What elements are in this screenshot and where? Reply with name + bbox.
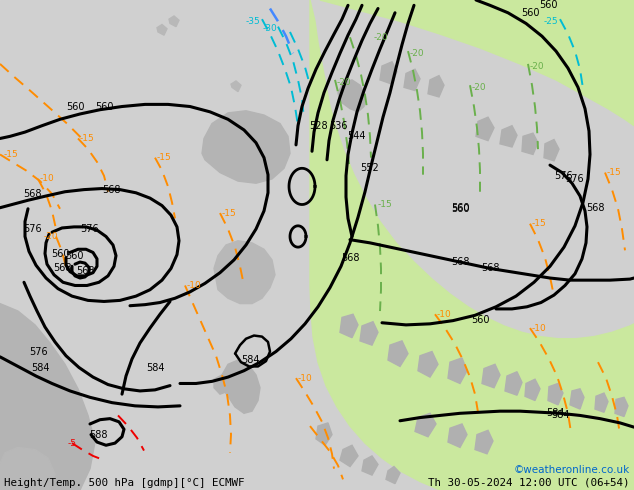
Text: -15: -15: [4, 150, 19, 159]
Polygon shape: [404, 69, 420, 91]
Polygon shape: [522, 133, 538, 154]
Text: -20: -20: [472, 83, 487, 92]
Polygon shape: [214, 241, 275, 304]
Text: -25: -25: [543, 17, 558, 26]
Text: 568: 568: [23, 189, 41, 199]
Text: -15: -15: [222, 209, 236, 218]
Polygon shape: [214, 375, 228, 394]
Polygon shape: [169, 16, 179, 26]
Text: -20: -20: [44, 232, 58, 241]
Text: 576: 576: [80, 224, 99, 234]
Text: 560: 560: [66, 101, 84, 112]
Text: -20: -20: [337, 77, 352, 87]
Polygon shape: [0, 447, 55, 490]
Text: -15: -15: [157, 153, 172, 162]
Polygon shape: [340, 445, 358, 466]
Text: -35: -35: [245, 17, 260, 26]
Polygon shape: [222, 360, 260, 413]
Text: 536: 536: [329, 121, 347, 131]
Text: 560: 560: [51, 248, 69, 259]
Polygon shape: [418, 351, 438, 377]
Polygon shape: [202, 111, 290, 183]
Polygon shape: [316, 423, 332, 445]
Text: 560: 560: [539, 0, 557, 10]
Text: 576: 576: [23, 224, 41, 234]
Text: 560: 560: [521, 8, 540, 18]
Text: 576: 576: [554, 171, 573, 181]
Text: 584: 584: [551, 411, 569, 420]
Polygon shape: [500, 126, 517, 147]
Polygon shape: [500, 405, 634, 490]
Polygon shape: [475, 430, 493, 454]
Text: 560: 560: [451, 203, 469, 213]
Text: Th 30-05-2024 12:00 UTC (06+54): Th 30-05-2024 12:00 UTC (06+54): [429, 478, 630, 488]
Polygon shape: [428, 75, 444, 97]
Text: 528: 528: [309, 121, 327, 131]
Polygon shape: [415, 413, 436, 437]
Polygon shape: [231, 81, 241, 92]
Polygon shape: [320, 0, 634, 126]
Text: -5: -5: [68, 439, 77, 448]
Text: -15: -15: [80, 134, 94, 143]
Text: 568: 568: [451, 257, 469, 267]
Polygon shape: [525, 379, 540, 400]
Polygon shape: [544, 140, 559, 161]
Text: -15: -15: [378, 200, 392, 209]
Text: 568: 568: [340, 253, 359, 263]
Text: ©weatheronline.co.uk: ©weatheronline.co.uk: [514, 465, 630, 475]
Text: -30: -30: [262, 24, 277, 33]
Text: 560: 560: [451, 204, 469, 214]
Text: 584: 584: [31, 363, 49, 372]
Text: -10: -10: [298, 374, 313, 383]
Text: 552: 552: [361, 163, 379, 173]
Text: 568: 568: [586, 203, 604, 213]
Text: Height/Temp. 500 hPa [gdmp][°C] ECMWF: Height/Temp. 500 hPa [gdmp][°C] ECMWF: [4, 478, 245, 488]
Text: -10: -10: [437, 310, 452, 318]
Polygon shape: [388, 341, 408, 367]
Text: 568: 568: [102, 185, 120, 195]
Text: -15: -15: [532, 219, 547, 228]
Polygon shape: [338, 80, 365, 112]
Text: 576: 576: [29, 346, 48, 357]
Text: -20: -20: [374, 33, 389, 42]
Text: 544: 544: [347, 131, 365, 141]
Text: -10: -10: [532, 323, 547, 333]
Text: 584: 584: [546, 408, 564, 418]
Polygon shape: [310, 0, 634, 490]
Text: 584: 584: [146, 363, 164, 372]
Text: -10: -10: [187, 281, 202, 290]
Text: 584: 584: [241, 355, 259, 365]
Text: -15: -15: [607, 168, 622, 177]
Polygon shape: [362, 456, 378, 475]
Polygon shape: [0, 304, 95, 490]
Polygon shape: [386, 466, 400, 484]
Polygon shape: [157, 24, 167, 35]
Text: 568: 568: [53, 264, 71, 273]
Polygon shape: [380, 62, 397, 84]
Text: -20: -20: [410, 49, 425, 58]
Text: 560: 560: [65, 251, 84, 261]
Text: 568: 568: [481, 264, 499, 273]
Polygon shape: [570, 389, 584, 409]
Polygon shape: [476, 117, 494, 141]
Polygon shape: [448, 424, 467, 447]
Polygon shape: [595, 393, 608, 412]
Text: 560: 560: [95, 101, 113, 112]
Polygon shape: [448, 358, 467, 384]
Polygon shape: [505, 372, 522, 395]
Text: -20: -20: [530, 62, 545, 71]
Text: 568: 568: [76, 266, 94, 275]
Polygon shape: [615, 397, 628, 416]
Text: 588: 588: [89, 430, 107, 440]
Text: -10: -10: [40, 174, 55, 183]
Text: 560: 560: [471, 315, 489, 324]
Text: 576: 576: [565, 174, 583, 184]
Polygon shape: [482, 364, 500, 388]
Polygon shape: [340, 314, 358, 338]
Polygon shape: [548, 384, 563, 405]
Polygon shape: [360, 322, 378, 345]
